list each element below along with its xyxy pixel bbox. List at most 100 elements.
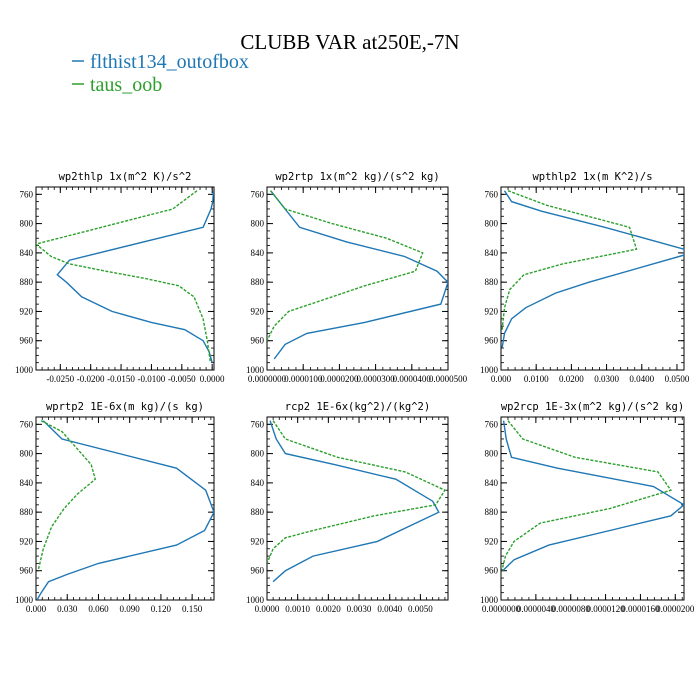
x-tick-label: 0.0020 xyxy=(316,604,341,614)
x-tick-label: 0.090 xyxy=(120,604,141,614)
panel-6: wp2rcp 1E-3x(m^2 kg)/(s^2 kg)760 800 840 88… xyxy=(480,401,695,614)
x-tick-label: 0.0000120 xyxy=(586,604,625,614)
x-tick-label: -0.0150 xyxy=(107,374,135,384)
y-tick-label: 960 xyxy=(485,566,499,576)
legend: flthist134_outofbox taus_oob xyxy=(72,51,249,96)
x-tick-label: 0.000 xyxy=(491,374,512,384)
y-tick-label: 880 xyxy=(20,507,34,517)
y-tick-label: 960 xyxy=(485,336,499,346)
x-tick-label: 0.0000040 xyxy=(517,604,556,614)
x-tick-label: 0.060 xyxy=(88,604,109,614)
x-tick-label: 0.0000000 xyxy=(248,374,287,384)
y-tick-label: 760 xyxy=(485,419,499,429)
y-tick-label: 840 xyxy=(251,478,265,488)
y-tick-label: 1000 xyxy=(15,365,34,375)
x-tick-label: 0.0500 xyxy=(665,374,690,384)
y-tick-label: 920 xyxy=(485,536,499,546)
legend-label-flthist134: flthist134_outofbox xyxy=(90,51,249,73)
series-line-taus-oob xyxy=(501,420,673,571)
x-tick-label: 0.150 xyxy=(182,604,203,614)
chart-title: CLUBB VAR at250E,-7N xyxy=(240,30,459,54)
x-tick-label: -0.0250 xyxy=(46,374,74,384)
panel-5: rcp2 1E-6x(kg^2)/(kg^2) 760 800 840 880 920 96… xyxy=(246,401,449,614)
x-tick-label: 0.000 xyxy=(26,604,47,614)
panel-frame xyxy=(35,416,215,601)
panel-2: wp2rtp 1x(m^2 kg)/(s^2 kg) 760 800 840 880 92… xyxy=(246,171,468,384)
panel-frame xyxy=(266,186,449,371)
x-tick-label: 0.0000200 xyxy=(320,374,359,384)
x-tick-label: 0.0040 xyxy=(377,604,402,614)
y-tick-label: 760 xyxy=(251,419,265,429)
y-tick-label: 760 xyxy=(20,419,34,429)
series-line-flthist134-outofbox xyxy=(36,420,214,600)
series-line-taus-oob xyxy=(36,190,212,363)
panel-3: wpthlp2 1x(m K^2)/s 760 800 840 880 920 960 100… xyxy=(480,171,690,384)
panels-group: wp2thlp 1x(m^2 K)/s^2 760 800 840 880 920 960 1… xyxy=(15,171,695,614)
y-tick-label: 800 xyxy=(485,449,499,459)
x-tick-label: 0.030 xyxy=(57,604,78,614)
x-tick-label: 0.0000000 xyxy=(482,604,521,614)
y-tick-label: 1000 xyxy=(246,595,265,605)
x-tick-label: 0.0000500 xyxy=(429,374,468,384)
panel-title: wp2thlp 1x(m^2 K)/s^2 xyxy=(59,171,192,183)
y-tick-label: 800 xyxy=(485,219,499,229)
y-tick-label: 840 xyxy=(485,248,499,258)
series-line-flthist134-outofbox xyxy=(269,420,440,583)
y-tick-label: 880 xyxy=(251,277,265,287)
y-tick-label: 920 xyxy=(20,306,34,316)
y-tick-label: 760 xyxy=(485,189,499,199)
x-tick-label: -0.0050 xyxy=(168,374,196,384)
series-line-taus-oob xyxy=(501,190,638,330)
y-tick-label: 760 xyxy=(251,189,265,199)
y-tick-label: 1000 xyxy=(15,595,34,605)
x-tick-label: 0.0000 xyxy=(200,374,225,384)
y-tick-label: 760 xyxy=(20,189,34,199)
y-tick-label: 880 xyxy=(485,507,499,517)
series-line-flthist134-outofbox xyxy=(270,190,448,360)
x-tick-label: 0.0000100 xyxy=(284,374,323,384)
y-tick-label: 800 xyxy=(251,219,265,229)
x-tick-label: 0.0010 xyxy=(285,604,310,614)
y-tick-label: 1000 xyxy=(480,595,499,605)
x-tick-label: 0.0000160 xyxy=(621,604,660,614)
panel-frame xyxy=(500,416,685,601)
series-line-taus-oob xyxy=(37,420,97,571)
x-tick-label: -0.0100 xyxy=(138,374,166,384)
y-tick-label: 960 xyxy=(20,566,34,576)
x-tick-label: -0.0200 xyxy=(77,374,105,384)
x-tick-label: 0.0000200 xyxy=(656,604,695,614)
x-tick-label: 0.0050 xyxy=(408,604,433,614)
legend-label-taus-oob: taus_oob xyxy=(90,74,162,96)
x-tick-label: 0.0300 xyxy=(594,374,619,384)
y-tick-label: 920 xyxy=(251,306,265,316)
y-tick-label: 840 xyxy=(251,248,265,258)
panel-4: wprtp2 1E-6x(m kg)/(s kg) 760 800 840 880 920… xyxy=(15,401,215,614)
x-tick-label: 0.0030 xyxy=(347,604,372,614)
panel-title: rcp2 1E-6x(kg^2)/(kg^2) xyxy=(285,401,430,413)
panel-title: wp2rcp 1E-3x(m^2 kg)/(s^2 kg) xyxy=(501,401,684,413)
y-tick-label: 880 xyxy=(251,507,265,517)
x-tick-label: 0.0000400 xyxy=(393,374,432,384)
y-tick-label: 800 xyxy=(20,449,34,459)
y-tick-label: 840 xyxy=(20,478,34,488)
panel-title: wprtp2 1E-6x(m kg)/(s kg) xyxy=(46,401,204,413)
series-line-flthist134-outofbox xyxy=(56,190,214,363)
panel-frame xyxy=(500,186,685,371)
series-line-flthist134-outofbox xyxy=(502,420,684,572)
panel-frame xyxy=(266,416,449,601)
panel-frame xyxy=(35,186,215,371)
panel-title: wpthlp2 1x(m K^2)/s xyxy=(532,171,652,183)
y-tick-label: 920 xyxy=(485,306,499,316)
y-tick-label: 880 xyxy=(485,277,499,287)
x-tick-label: 0.120 xyxy=(151,604,172,614)
y-tick-label: 960 xyxy=(251,336,265,346)
x-tick-label: 0.0200 xyxy=(559,374,584,384)
y-tick-label: 1000 xyxy=(246,365,265,375)
y-tick-label: 840 xyxy=(20,248,34,258)
y-tick-label: 800 xyxy=(251,449,265,459)
y-tick-label: 840 xyxy=(485,478,499,488)
x-tick-label: 0.0000 xyxy=(255,604,280,614)
y-tick-label: 1000 xyxy=(480,365,499,375)
panel-title: wp2rtp 1x(m^2 kg)/(s^2 kg) xyxy=(275,171,439,183)
